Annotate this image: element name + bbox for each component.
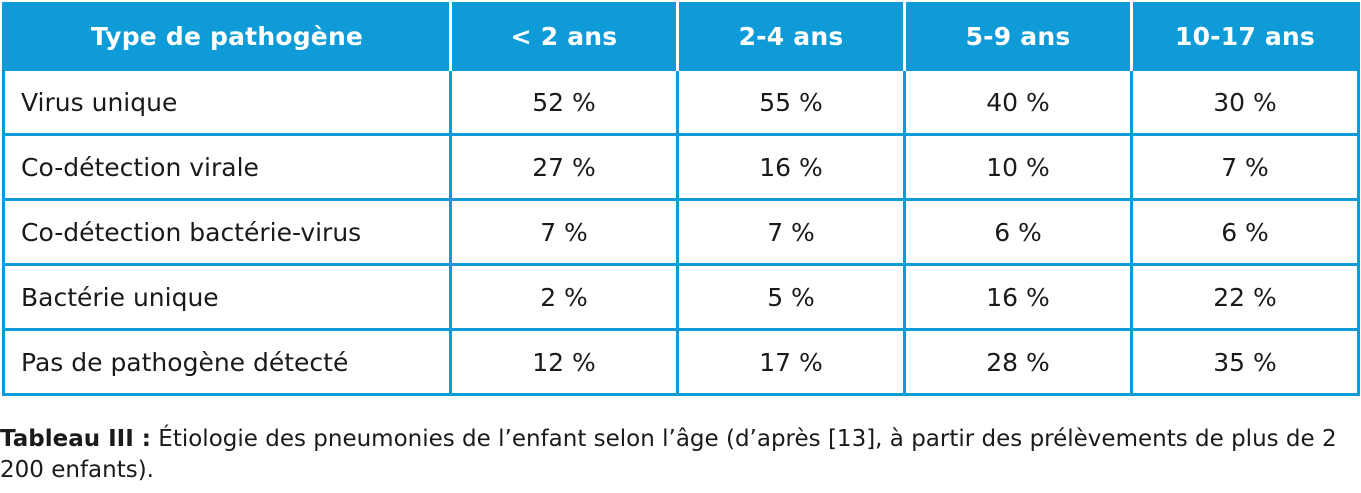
table-container: Type de pathogène < 2 ans 2-4 ans 5-9 an… bbox=[2, 2, 1360, 396]
table-body: Virus unique 52 % 55 % 40 % 30 % Co-déte… bbox=[2, 68, 1360, 396]
table-cell: 22 % bbox=[1130, 263, 1360, 331]
table-cell: 5 % bbox=[676, 263, 906, 331]
table-row: Co-détection bactérie-virus 7 % 7 % 6 % … bbox=[2, 198, 1360, 266]
table-cell: 12 % bbox=[449, 328, 679, 396]
table-cell: 16 % bbox=[903, 263, 1133, 331]
table-cell: 17 % bbox=[676, 328, 906, 396]
header-pathogen-type: Type de pathogène bbox=[3, 3, 451, 70]
table-cell: 10 % bbox=[903, 133, 1133, 201]
table-cell: 27 % bbox=[449, 133, 679, 201]
table-cell: 16 % bbox=[676, 133, 906, 201]
header-age-under-2: < 2 ans bbox=[449, 3, 678, 70]
table-cell: 35 % bbox=[1130, 328, 1360, 396]
table-row: Co-détection virale 27 % 16 % 10 % 7 % bbox=[2, 133, 1360, 201]
table-cell: 6 % bbox=[1130, 198, 1360, 266]
row-label: Co-détection bactérie-virus bbox=[2, 198, 452, 266]
header-age-2-4: 2-4 ans bbox=[676, 3, 905, 70]
table-cell: 52 % bbox=[449, 68, 679, 136]
table-cell: 6 % bbox=[903, 198, 1133, 266]
table-cell: 7 % bbox=[676, 198, 906, 266]
table-cell: 28 % bbox=[903, 328, 1133, 396]
header-age-5-9: 5-9 ans bbox=[903, 3, 1132, 70]
table-cell: 40 % bbox=[903, 68, 1133, 136]
table-header: Type de pathogène < 2 ans 2-4 ans 5-9 an… bbox=[3, 3, 1359, 70]
table-row: Virus unique 52 % 55 % 40 % 30 % bbox=[2, 68, 1360, 136]
table-caption: Tableau III : Étiologie des pneumonies d… bbox=[0, 424, 1361, 486]
row-label: Co-détection virale bbox=[2, 133, 452, 201]
row-label: Virus unique bbox=[2, 68, 452, 136]
table-cell: 55 % bbox=[676, 68, 906, 136]
header-row: Type de pathogène < 2 ans 2-4 ans 5-9 an… bbox=[3, 3, 1359, 70]
table-cell: 7 % bbox=[1130, 133, 1360, 201]
table-row: Bactérie unique 2 % 5 % 16 % 22 % bbox=[2, 263, 1360, 331]
etiology-table: Type de pathogène < 2 ans 2-4 ans 5-9 an… bbox=[2, 2, 1360, 396]
caption-label: Tableau III : bbox=[0, 426, 151, 452]
caption-text: Étiologie des pneumonies de l’enfant sel… bbox=[0, 426, 1337, 483]
header-age-10-17: 10-17 ans bbox=[1130, 3, 1359, 70]
table-cell: 2 % bbox=[449, 263, 679, 331]
row-label: Pas de pathogène détecté bbox=[2, 328, 452, 396]
table-row: Pas de pathogène détecté 12 % 17 % 28 % … bbox=[2, 328, 1360, 396]
table-cell: 7 % bbox=[449, 198, 679, 266]
row-label: Bactérie unique bbox=[2, 263, 452, 331]
table-cell: 30 % bbox=[1130, 68, 1360, 136]
